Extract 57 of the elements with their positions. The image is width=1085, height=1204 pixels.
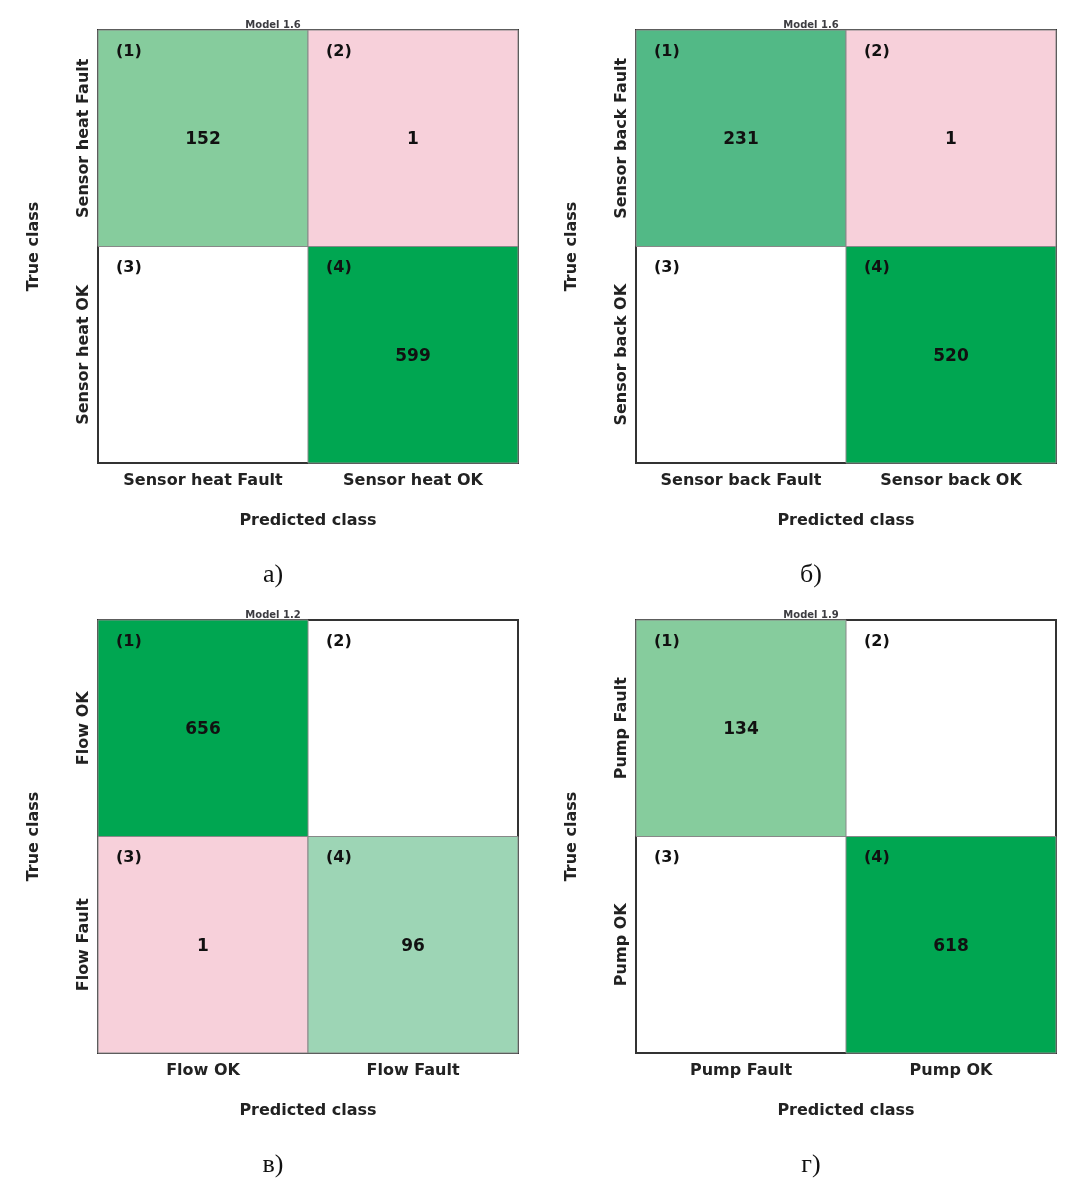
annotation: (4) <box>326 847 352 866</box>
x-tick-label: Pump OK <box>909 1059 994 1079</box>
y-axis-title: True class <box>560 791 580 882</box>
data-label: 231 <box>723 128 759 149</box>
x-tick-label: Sensor heat OK <box>343 469 484 489</box>
annotation: (2) <box>864 630 890 650</box>
x-tick-label: Sensor back OK <box>880 469 1023 489</box>
annotation: (1) <box>116 630 142 650</box>
x-tick-label: Sensor back Fault <box>660 469 822 489</box>
x-tick-label: Flow OK <box>166 1059 241 1079</box>
x-axis-title: Predicted class <box>239 1099 377 1119</box>
x-tick-label: Sensor heat Fault <box>123 469 284 489</box>
y-tick-label: Pump Fault <box>610 676 630 780</box>
data-label: 1 <box>945 128 957 149</box>
y-tick-label: Sensor back Fault <box>610 57 630 219</box>
data-label: 1 <box>197 934 209 955</box>
y-tick-label: Sensor heat Fault <box>72 58 92 218</box>
y-axis-title: True class <box>560 201 580 292</box>
annotation: (4) <box>864 847 890 866</box>
text: г) <box>801 1148 821 1178</box>
y-axis-title: True class <box>22 791 42 882</box>
y-tick-label: Flow Fault <box>72 897 92 992</box>
annotation: (4) <box>864 257 890 276</box>
annotation: (3) <box>654 257 680 276</box>
annotation: (1) <box>654 630 680 650</box>
data-label: 520 <box>933 344 969 365</box>
text: а) <box>262 558 284 588</box>
annotation: (3) <box>116 847 142 866</box>
annotation: (2) <box>326 630 352 650</box>
chart-title: Model 1.2 <box>245 608 301 620</box>
x-tick-label: Flow Fault <box>366 1059 460 1079</box>
x-axis-title: Predicted class <box>777 1099 915 1119</box>
annotation: (2) <box>326 40 352 60</box>
chart-title: Model 1.9 <box>783 608 839 620</box>
annotation: (2) <box>864 40 890 60</box>
x-axis-title: Predicted class <box>239 509 377 529</box>
data-label: 618 <box>933 934 969 955</box>
data-label: 599 <box>395 344 431 365</box>
data-label: 152 <box>185 128 221 149</box>
data-label: 96 <box>401 934 425 955</box>
y-axis-title: True class <box>22 201 42 292</box>
y-tick-label: Flow OK <box>72 690 92 766</box>
chart-title: Model 1.6 <box>245 18 301 30</box>
annotation: (3) <box>116 257 142 276</box>
x-axis-title: Predicted class <box>777 509 915 529</box>
annotation: (4) <box>326 257 352 276</box>
data-label: 1 <box>407 128 419 149</box>
annotation: (1) <box>116 40 142 60</box>
chart-title: Model 1.6 <box>783 18 839 30</box>
x-tick-label: Pump Fault <box>689 1059 793 1079</box>
annotation: (1) <box>654 40 680 60</box>
text: в) <box>262 1148 284 1178</box>
data-label: 656 <box>185 718 221 739</box>
data-label: 134 <box>723 718 759 739</box>
y-tick-label: Pump OK <box>610 902 630 987</box>
annotation: (3) <box>654 847 680 866</box>
text: б) <box>800 558 822 588</box>
